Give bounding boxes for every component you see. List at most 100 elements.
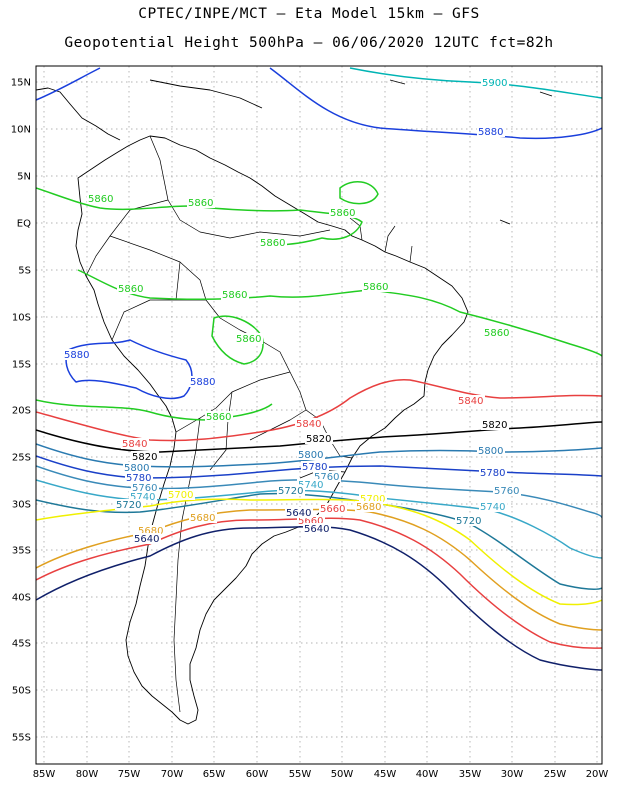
lon-tick-label: 35W bbox=[459, 769, 482, 780]
contour-label-5720: 5720 bbox=[116, 500, 141, 511]
contour-label-bg bbox=[481, 419, 509, 430]
contour-5860 bbox=[339, 181, 379, 205]
contour-label-bg bbox=[493, 485, 521, 496]
lon-tick-label: 60W bbox=[246, 769, 269, 780]
contour-label-5780: 5780 bbox=[480, 468, 505, 479]
contour-label-5860: 5860 bbox=[118, 284, 143, 295]
contour-label-bg bbox=[235, 333, 263, 344]
contour-label-bg bbox=[477, 126, 505, 137]
lat-tick-label: 5N bbox=[17, 172, 31, 183]
map-subtitle: Geopotential Height 500hPa – 06/06/2020 … bbox=[64, 35, 554, 51]
contour-label-bg bbox=[137, 525, 165, 536]
contour-label-5840: 5840 bbox=[122, 439, 147, 450]
lat-tick-label: 30S bbox=[12, 500, 31, 511]
contour-label-5740: 5740 bbox=[298, 480, 323, 491]
contour-label-5720: 5720 bbox=[456, 516, 481, 527]
lat-tick-label: 35S bbox=[12, 546, 31, 557]
contour-label-bg bbox=[221, 289, 249, 300]
contour-label-5820: 5820 bbox=[482, 420, 507, 431]
contour-5860 bbox=[211, 315, 264, 365]
contour-label-bg bbox=[259, 237, 287, 248]
contour-5880 bbox=[269, 67, 602, 140]
map-title: CPTEC/INPE/MCT – Eta Model 15km – GFS bbox=[138, 6, 480, 22]
contour-label-5840: 5840 bbox=[296, 419, 321, 430]
lat-tick-label: 45S bbox=[12, 639, 31, 650]
contour-label-5860: 5860 bbox=[188, 198, 213, 209]
contour-label-5880: 5880 bbox=[478, 127, 503, 138]
contour-label-bg bbox=[297, 449, 325, 460]
contour-label-5800: 5800 bbox=[298, 450, 323, 461]
contour-label-5820: 5820 bbox=[132, 452, 157, 463]
contour-label-bg bbox=[479, 467, 507, 478]
contour-label-bg bbox=[313, 471, 341, 482]
lon-tick-label: 25W bbox=[544, 769, 567, 780]
contour-label-5860: 5860 bbox=[236, 334, 261, 345]
lat-tick-label: 50S bbox=[12, 686, 31, 697]
contour-label-bg bbox=[129, 491, 157, 502]
contour-label-5740: 5740 bbox=[130, 492, 155, 503]
contour-label-bg bbox=[457, 395, 485, 406]
contour-labels: 5900 5880 5880 5880 5860 5860 5860 5860 5860 5860… bbox=[63, 77, 521, 545]
axis-ticks: 15N 10N 5N EQ 5S 10S 15S 20S 25S 30S 35S 40S 45S 50S 5… bbox=[11, 78, 609, 781]
lat-tick-label: 5S bbox=[18, 266, 31, 277]
contour-label-5640: 5640 bbox=[304, 524, 329, 535]
contour-5840 bbox=[36, 378, 602, 442]
contour-label-5760: 5760 bbox=[494, 486, 519, 497]
contour-label-bg bbox=[63, 349, 91, 360]
lon-tick-label: 20W bbox=[586, 769, 609, 780]
contour-label-bg bbox=[297, 515, 325, 526]
contour-label-bg bbox=[133, 533, 161, 544]
contour-label-bg bbox=[123, 462, 151, 473]
contour-label-bg bbox=[125, 472, 153, 483]
contour-label-bg bbox=[189, 376, 217, 387]
lon-tick-label: 75W bbox=[118, 769, 141, 780]
contour-label-bg bbox=[117, 283, 145, 294]
lon-tick-label: 80W bbox=[76, 769, 99, 780]
map-frame bbox=[35, 65, 603, 765]
contour-label-bg bbox=[301, 461, 329, 472]
lat-tick-label: 10N bbox=[11, 125, 31, 136]
contour-label-5700: 5700 bbox=[360, 494, 385, 505]
contour-5640 bbox=[36, 525, 602, 671]
contour-label-5680: 5680 bbox=[356, 502, 381, 513]
contour-5880 bbox=[36, 67, 101, 101]
contour-label-bg bbox=[297, 479, 325, 490]
contour-label-5840: 5840 bbox=[458, 396, 483, 407]
contour-label-5860: 5860 bbox=[222, 290, 247, 301]
contour-label-bg bbox=[305, 433, 333, 444]
lat-tick-label: 15S bbox=[12, 360, 31, 371]
contour-label-5660: 5660 bbox=[298, 516, 323, 527]
contour-label-bg bbox=[205, 411, 233, 422]
contour-label-bg bbox=[131, 451, 159, 462]
contour-label-5640: 5640 bbox=[134, 534, 159, 545]
contour-label-bg bbox=[167, 489, 195, 500]
contour-label-bg bbox=[319, 503, 347, 514]
contour-label-5860: 5860 bbox=[88, 194, 113, 205]
lat-tick-label: 40S bbox=[12, 593, 31, 604]
contour-label-5880: 5880 bbox=[64, 350, 89, 361]
contour-label-bg bbox=[295, 418, 323, 429]
contour-label-bg bbox=[362, 281, 390, 292]
contour-label-5880: 5880 bbox=[190, 377, 215, 388]
lon-tick-label: 85W bbox=[33, 769, 56, 780]
contour-label-5680: 5680 bbox=[190, 513, 215, 524]
contour-label-bg bbox=[483, 327, 511, 338]
contour-label-5800: 5800 bbox=[478, 446, 503, 457]
contour-label-5740: 5740 bbox=[480, 502, 505, 513]
lon-tick-label: 55W bbox=[289, 769, 312, 780]
contour-label-bg bbox=[359, 493, 387, 504]
contour-label-5700: 5700 bbox=[168, 490, 193, 501]
lat-tick-label: 15N bbox=[11, 78, 31, 89]
contour-label-bg bbox=[477, 445, 505, 456]
lon-tick-label: 65W bbox=[203, 769, 226, 780]
contour-label-bg bbox=[481, 77, 509, 88]
contour-label-5660: 5660 bbox=[320, 504, 345, 515]
contour-label-bg bbox=[87, 193, 115, 204]
contour-5660 bbox=[36, 517, 602, 649]
map-frame-bg bbox=[36, 66, 602, 764]
contour-label-bg bbox=[115, 499, 143, 510]
lon-tick-label: 40W bbox=[416, 769, 439, 780]
contour-label-5820: 5820 bbox=[306, 434, 331, 445]
contour-5860 bbox=[36, 399, 273, 421]
contour-label-5780: 5780 bbox=[302, 462, 327, 473]
